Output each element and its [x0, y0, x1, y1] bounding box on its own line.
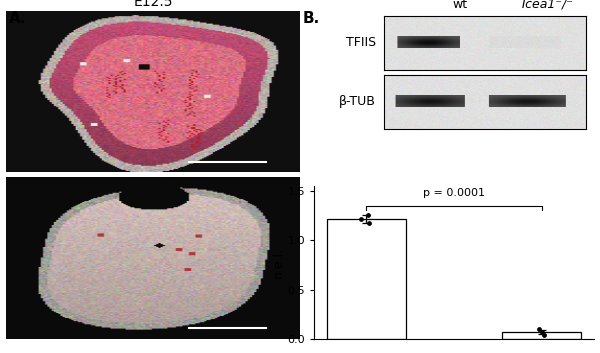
Text: A.: A.	[9, 11, 26, 25]
Point	[356, 216, 366, 222]
Point	[534, 326, 544, 332]
Bar	[502, 332, 581, 339]
Point	[537, 329, 547, 335]
Text: B.: B.	[303, 11, 320, 25]
Point	[364, 220, 374, 226]
Bar	[327, 219, 406, 339]
Point	[363, 212, 373, 218]
Text: Tcea1⁻/⁻: Tcea1⁻/⁻	[520, 0, 574, 11]
Title: E12.5: E12.5	[133, 0, 173, 10]
Text: wt: wt	[452, 0, 467, 11]
Text: TFIIS: TFIIS	[346, 36, 376, 49]
Point	[539, 332, 549, 338]
Text: p = 0.0001: p = 0.0001	[423, 188, 485, 198]
Y-axis label: n.e.l.: n.e.l.	[272, 247, 285, 278]
Text: β-TUB: β-TUB	[339, 95, 376, 108]
